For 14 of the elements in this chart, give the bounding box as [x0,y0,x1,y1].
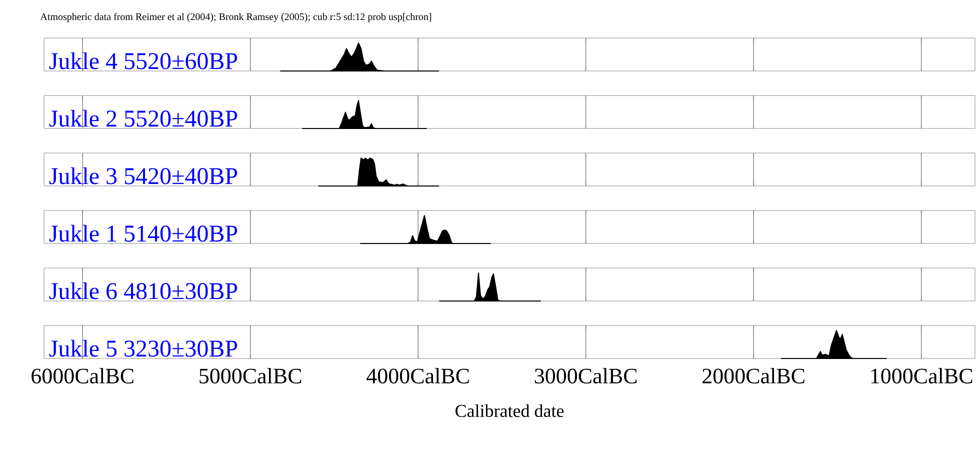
chart-title: Jukle 2 5520±40BP [49,110,238,127]
chart-title: Jukle 5 3230±30BP [49,340,238,357]
x-axis-title: Calibrated date [456,404,564,418]
x-tick-label: 2000CalBC [702,368,804,384]
chart-title: Jukle 3 5420±40BP [49,167,238,184]
x-tick-label: 1000CalBC [871,368,972,384]
x-tick-label: 3000CalBC [534,368,637,384]
x-tick-label: 6000CalBC [32,368,134,384]
chart-title: Jukle 4 5520±60BP [49,52,238,70]
text: Atmospheric data from Reimer et al (2004); Bronk Ramsey (2005); cub r:5 sd:12 prob usp[chron] [40,12,432,22]
x-tick-label: 5000CalBC [200,368,302,384]
x-tick-label: 4000CalBC [366,368,469,384]
chart-title: Jukle 1 5140±40BP [49,224,238,242]
chart-title: Jukle 6 4810±30BP [49,282,238,300]
